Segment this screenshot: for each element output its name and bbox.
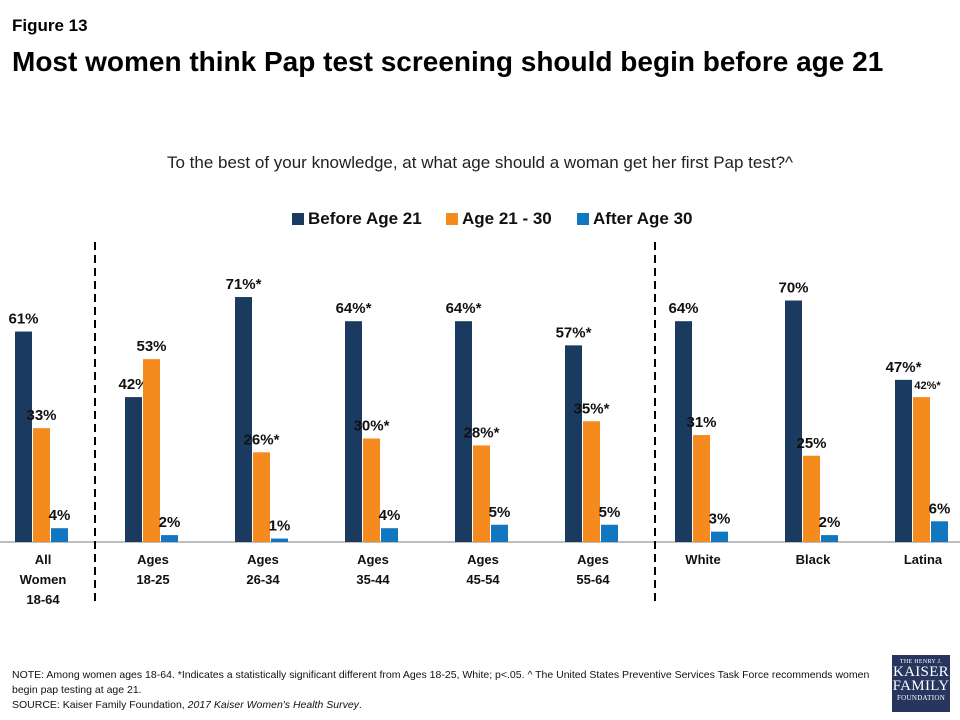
logo-line-1: THE HENRY J. <box>899 659 943 665</box>
bar-s3-c6 <box>601 524 618 542</box>
category-label-c1-l3: 18-64 <box>26 592 60 607</box>
bar-s3-c7 <box>711 531 728 542</box>
source-title: 2017 Kaiser Women's Health Survey <box>187 699 359 711</box>
bar-s3-c5 <box>491 524 508 542</box>
data-label-s2-c5: 28%* <box>464 424 500 441</box>
data-label-s1-c7: 64% <box>668 300 698 317</box>
page-title: Most women think Pap test screening shou… <box>12 46 884 77</box>
data-label-s3-c6: 5% <box>599 504 621 521</box>
bar-s2-c9 <box>913 397 930 542</box>
category-label-c1-l1: All <box>35 552 52 567</box>
category-label-c6-l1: Ages <box>577 552 609 567</box>
bar-s1-c5 <box>455 321 472 542</box>
bar-s1-c6 <box>565 345 582 542</box>
category-label-c3-l1: Ages <box>247 552 279 567</box>
bar-s2-c6 <box>583 421 600 542</box>
logo-line-2: KAISER <box>893 664 949 680</box>
source-text: SOURCE: Kaiser Family Foundation, 2017 K… <box>12 698 872 713</box>
category-label-c5-l2: 45-54 <box>466 572 500 587</box>
bar-s3-c3 <box>271 538 288 542</box>
data-label-s3-c7: 3% <box>709 511 731 528</box>
legend-swatch-3 <box>577 213 589 225</box>
source-suffix: . <box>358 699 362 711</box>
category-label-c7-l1: White <box>685 552 720 567</box>
bar-s2-c7 <box>693 435 710 542</box>
legend-label-1: Before Age 21 <box>308 209 422 228</box>
category-label-c3-l2: 26-34 <box>246 572 280 587</box>
data-label-s3-c8: 2% <box>819 514 841 531</box>
bar-s3-c4 <box>381 528 398 542</box>
footnote: NOTE: Among women ages 18-64. *Indicates… <box>12 668 872 713</box>
data-label-s2-c1: 33% <box>26 407 56 424</box>
category-label-c2-l2: 18-25 <box>136 572 169 587</box>
data-label-s3-c3: 1% <box>269 518 291 535</box>
note-text: NOTE: Among women ages 18-64. *Indicates… <box>12 669 870 696</box>
bar-s2-c5 <box>473 445 490 542</box>
logo-line-3: FAMILY <box>892 678 950 694</box>
bar-s1-c2 <box>125 397 142 542</box>
category-label-c2-l1: Ages <box>137 552 169 567</box>
bar-s2-c1 <box>33 428 50 542</box>
data-label-s2-c6: 35%* <box>574 400 610 417</box>
bar-s2-c4 <box>363 438 380 542</box>
data-label-s2-c8: 25% <box>796 435 826 452</box>
bar-s1-c1 <box>15 331 32 542</box>
bar-s1-c8 <box>785 300 802 542</box>
data-label-s1-c8: 70% <box>778 280 808 297</box>
data-label-s2-c2: 53% <box>136 338 166 355</box>
data-label-s1-c2: 42% <box>118 376 148 393</box>
bar-s2-c3 <box>253 452 270 542</box>
bar-s1-c7 <box>675 321 692 542</box>
category-label-c1-l2: Women <box>20 572 67 587</box>
bar-s3-c9 <box>931 521 948 542</box>
data-label-s3-c9: 6% <box>929 500 951 517</box>
data-label-s3-c2: 2% <box>159 514 181 531</box>
data-label-s1-c6: 57%* <box>556 324 592 341</box>
bar-s3-c1 <box>51 528 68 542</box>
data-label-s1-c1: 61% <box>8 311 38 328</box>
bar-s2-c2 <box>143 359 160 542</box>
legend-label-2: Age 21 - 30 <box>462 209 552 228</box>
bar-s1-c3 <box>235 297 252 542</box>
kff-logo: THE HENRY J. KAISER FAMILY FOUNDATION <box>892 655 950 712</box>
bar-s2-c8 <box>803 455 820 542</box>
data-label-s2-c9: 42%* <box>914 380 941 392</box>
legend-label-3: After Age 30 <box>593 209 693 228</box>
category-label-c4-l1: Ages <box>357 552 389 567</box>
figure-label: Figure 13 <box>12 16 88 35</box>
data-label-s2-c4: 30%* <box>354 418 390 435</box>
data-label-s1-c9: 47%* <box>886 359 922 376</box>
bar-s1-c9 <box>895 379 912 542</box>
legend-swatch-2 <box>446 213 458 225</box>
category-label-c5-l1: Ages <box>467 552 499 567</box>
legend-swatch-1 <box>292 213 304 225</box>
data-label-s3-c1: 4% <box>49 507 71 524</box>
category-label-c9-l1: Latina <box>904 552 943 567</box>
bar-s1-c4 <box>345 321 362 542</box>
data-label-s1-c3: 71%* <box>226 276 262 293</box>
data-label-s1-c5: 64%* <box>446 300 482 317</box>
category-label-c4-l2: 35-44 <box>356 572 390 587</box>
bar-s3-c8 <box>821 535 838 542</box>
source-prefix: SOURCE: Kaiser Family Foundation, <box>12 699 188 711</box>
category-label-c6-l2: 55-64 <box>576 572 610 587</box>
data-label-s3-c5: 5% <box>489 504 511 521</box>
bar-chart: Before Age 21 Age 21 - 30 After Age 30 61% 3… <box>0 209 960 607</box>
logo-line-4: FOUNDATION <box>896 694 946 702</box>
data-label-s2-c7: 31% <box>686 414 716 431</box>
data-label-s1-c4: 64%* <box>336 300 372 317</box>
chart-question: To the best of your knowledge, at what a… <box>166 153 793 172</box>
data-label-s3-c4: 4% <box>379 507 401 524</box>
data-label-s2-c3: 26%* <box>244 431 280 448</box>
category-label-c8-l1: Black <box>796 552 831 567</box>
bar-s3-c2 <box>161 535 178 542</box>
